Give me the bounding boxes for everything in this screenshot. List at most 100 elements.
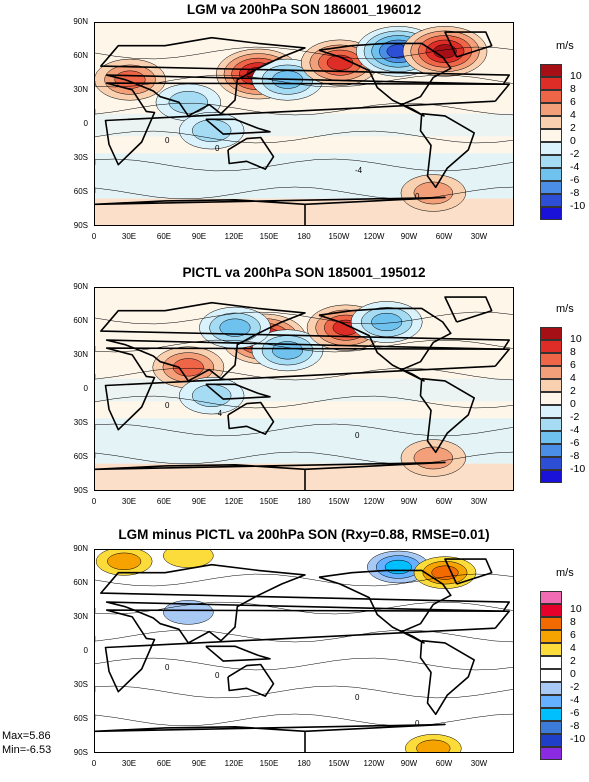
colorbar-label: 10 — [570, 603, 582, 615]
contour-line — [95, 311, 513, 325]
x-tick-label: 60E — [156, 232, 172, 241]
y-tick-label: 60S — [73, 452, 88, 461]
colorbar-swatch — [540, 591, 562, 604]
max-value: Max=5.86 — [2, 730, 51, 742]
y-tick-label: 30S — [73, 418, 88, 427]
y-tick-label: 90S — [73, 748, 88, 757]
colorbar-label: 2 — [570, 122, 576, 134]
feature-3-level-2 — [371, 312, 403, 332]
contour-line — [95, 102, 513, 116]
units-label: m/s — [556, 567, 574, 579]
contour-lines — [95, 573, 513, 727]
contour-map: 0 -4 0 0 — [95, 23, 513, 225]
x-tick-label: 90E — [191, 232, 207, 241]
panel-title: LGM va 200hPa SON 186001_196012 — [186, 2, 422, 17]
colorbar-swatch — [540, 77, 562, 90]
x-tick-label: 90W — [400, 759, 418, 768]
colorbar: 10 8 6 4 2 0 -2 -4 -6 -8 -10 — [540, 327, 585, 483]
coastline — [227, 401, 275, 435]
colorbar-label: 0 — [570, 398, 576, 410]
x-tick-label: 0 — [91, 232, 97, 241]
coastlines — [95, 31, 510, 225]
x-tick-label: 150W — [328, 759, 350, 768]
colorbar-swatch — [540, 353, 562, 366]
colorbar-swatch — [540, 656, 562, 669]
contour-line — [95, 685, 513, 699]
colorbar-swatch — [540, 643, 562, 656]
colorbar-label: 2 — [570, 655, 576, 667]
x-tick-label: 60W — [435, 759, 453, 768]
coastline — [227, 136, 275, 170]
colorbar-label: -6 — [570, 174, 580, 186]
colorbar-swatch — [540, 207, 562, 220]
colorbar-swatch — [540, 194, 562, 207]
contour-line — [95, 130, 513, 144]
colorbar-swatch — [540, 431, 562, 444]
feature-3-level-0 — [163, 550, 214, 568]
contour-label: 0 — [165, 401, 170, 410]
contour-label: -4 — [355, 166, 363, 175]
x-tick-label: 150W — [328, 232, 350, 241]
colorbar-label: 4 — [570, 109, 576, 121]
colorbar-swatch — [540, 708, 562, 721]
coastline — [419, 377, 475, 454]
x-tick-label: 60E — [156, 759, 172, 768]
y-tick-label: 30N — [73, 350, 88, 359]
panel-difference: LGM minus PICTL va 200hPa SON (Rxy=0.88,… — [0, 527, 589, 782]
colorbar-label: -6 — [570, 437, 580, 449]
coastline — [95, 723, 446, 752]
colorbar-label: -4 — [570, 161, 580, 173]
coastline — [318, 569, 452, 644]
contour-line — [95, 46, 513, 60]
y-tick-label: 90N — [73, 17, 88, 26]
colorbar-label: -2 — [570, 681, 580, 693]
contour-map: -4 0 0 — [95, 288, 513, 490]
x-tick-label: 150E — [259, 497, 279, 506]
coastline — [444, 558, 493, 585]
contour-line — [95, 573, 513, 587]
coastline — [95, 196, 446, 225]
colorbar-swatch — [540, 457, 562, 470]
colorbar-label: -10 — [570, 200, 586, 212]
y-tick-label: 30S — [73, 153, 88, 162]
x-tick-label: 30E — [121, 759, 137, 768]
colorbar-label: 2 — [570, 385, 576, 397]
contour-label: 0 — [415, 719, 420, 728]
y-tick-label: 60N — [73, 578, 88, 587]
y-tick-label: 0 — [83, 646, 88, 655]
x-tick-label: 30E — [121, 232, 137, 241]
y-tick-label: 30N — [73, 612, 88, 621]
y-tick-label: 60N — [73, 316, 88, 325]
colorbar-label: -4 — [570, 694, 580, 706]
contour-label: 0 — [215, 144, 220, 153]
coastline — [104, 82, 510, 166]
x-tick-label: 60W — [435, 497, 453, 506]
contour-line — [95, 423, 513, 437]
contour-label: 0 — [415, 192, 420, 201]
colorbar-label: 0 — [570, 668, 576, 680]
coastlines — [95, 296, 510, 490]
contour-line — [95, 367, 513, 381]
colorbar-label: -10 — [570, 463, 586, 475]
coastline — [100, 563, 510, 644]
coastline — [419, 639, 475, 716]
y-tick-label: 30S — [73, 680, 88, 689]
units-label: m/s — [556, 40, 574, 52]
colorbar-swatch — [540, 734, 562, 747]
x-tick-label: 120W — [363, 232, 385, 241]
colorbar: 10 8 6 4 2 0 -2 -4 -6 -8 -10 — [540, 64, 585, 220]
x-tick-label: 60E — [156, 497, 172, 506]
colorbar-label: 6 — [570, 96, 576, 108]
x-tick-label: 30W — [470, 759, 488, 768]
coastlines — [95, 558, 510, 752]
colorbar-swatch — [540, 155, 562, 168]
x-tick-label: 120W — [363, 497, 385, 506]
coastline — [444, 31, 493, 58]
colorbar-swatch — [540, 721, 562, 734]
colorbar-swatch — [540, 617, 562, 630]
panel-title: LGM minus PICTL va 200hPa SON (Rxy=0.88,… — [118, 527, 490, 542]
contour-line — [95, 629, 513, 643]
colorbar-swatch — [540, 418, 562, 431]
colorbar-label: 8 — [570, 83, 576, 95]
coastline — [419, 112, 475, 189]
